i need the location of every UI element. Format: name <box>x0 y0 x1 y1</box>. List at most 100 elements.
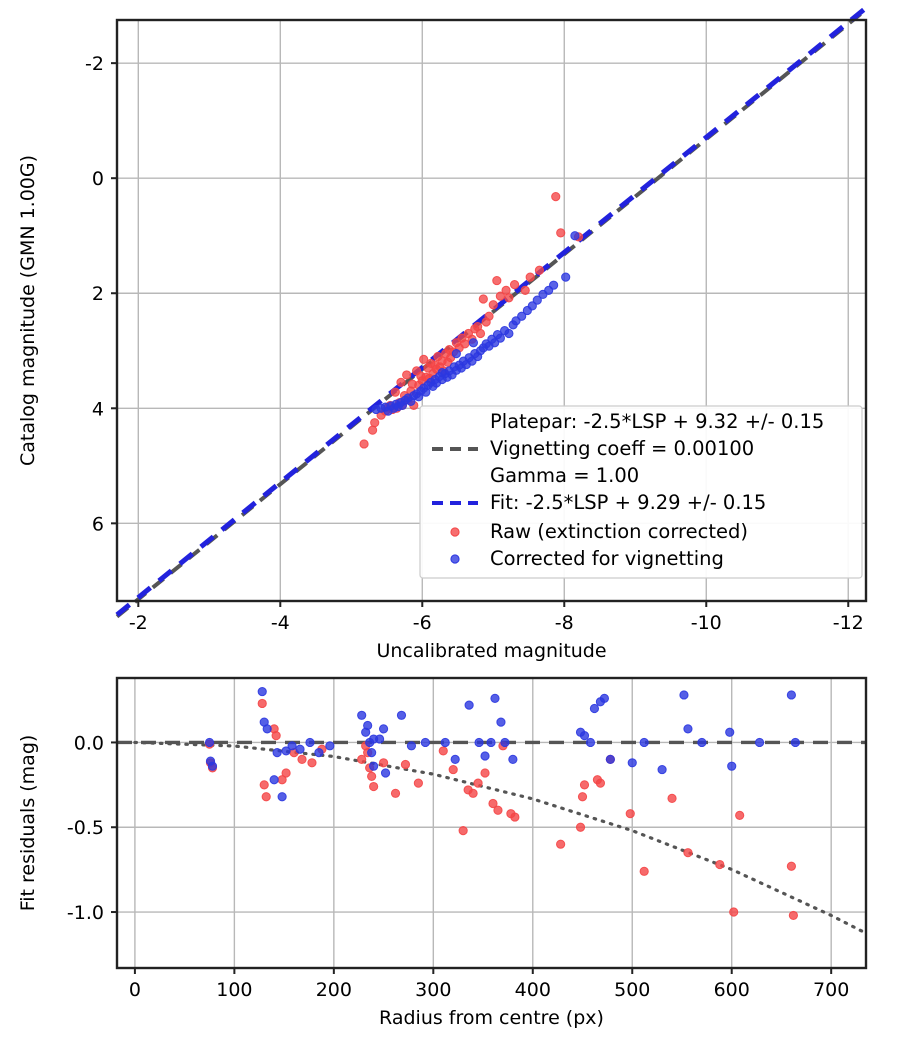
data-point <box>729 907 739 917</box>
data-point <box>697 737 707 748</box>
y-tick-label: -2 <box>85 53 104 75</box>
data-point <box>683 724 693 734</box>
data-point <box>307 758 317 768</box>
data-point <box>667 793 677 804</box>
data-point <box>204 737 215 748</box>
data-point <box>277 792 287 802</box>
x-tick-label: -10 <box>691 612 722 634</box>
data-point <box>527 301 537 311</box>
scatter-series-raw <box>359 192 584 449</box>
data-point <box>378 724 389 734</box>
x-tick-label: 200 <box>316 979 352 1001</box>
data-point <box>359 439 369 449</box>
data-point <box>287 741 297 751</box>
data-point <box>367 425 378 435</box>
scatter-series-corrected <box>371 231 580 416</box>
bottom-panel-background <box>117 678 866 968</box>
data-point <box>390 387 400 397</box>
data-point <box>585 737 596 748</box>
data-point <box>419 354 429 364</box>
data-point <box>464 700 474 710</box>
data-point <box>380 768 391 778</box>
top-panel-legend: Platepar: -2.5*LSP + 9.32 +/- 0.15 Vignet… <box>419 405 863 579</box>
data-point <box>314 748 324 758</box>
legend-entry[interactable]: Fit: -2.5*LSP + 9.29 +/- 0.15 <box>432 491 766 514</box>
x-tick-label: 300 <box>415 979 451 1001</box>
data-point <box>556 839 566 849</box>
y-tick-label: 0.0 <box>74 732 104 754</box>
data-point <box>501 285 511 295</box>
legend-label: Platepar: -2.5*LSP + 9.32 +/- 0.15 <box>490 410 824 433</box>
bottom-panel-axes: 0 100 200 300 400 500 600 700 0.0 -0.5 -1.0 <box>67 676 868 1001</box>
data-point <box>451 349 461 359</box>
legend-label: Fit: -2.5*LSP + 9.29 +/- 0.15 <box>490 491 766 514</box>
data-point <box>627 758 637 768</box>
legend-label: Gamma = 1.00 <box>490 464 639 487</box>
data-point <box>396 710 407 720</box>
data-point <box>577 792 588 802</box>
data-point <box>599 693 609 703</box>
data-point <box>715 859 725 870</box>
x-tick-label: -6 <box>413 612 432 634</box>
data-point <box>261 792 271 802</box>
data-point <box>679 690 689 700</box>
data-point <box>369 781 379 792</box>
data-point <box>595 778 606 788</box>
data-point <box>532 295 542 305</box>
data-point <box>504 293 514 303</box>
data-point <box>534 265 545 275</box>
data-point <box>262 724 272 734</box>
data-point <box>493 805 503 815</box>
legend-entry[interactable]: Raw (extinction corrected) <box>450 520 748 543</box>
data-point <box>786 861 796 871</box>
legend-label: Corrected for vignetting <box>490 547 724 570</box>
legend-entry[interactable]: Corrected for vignetting <box>450 547 724 570</box>
legend-marker-swatch <box>450 554 460 564</box>
data-point <box>357 754 367 765</box>
data-point <box>488 798 498 809</box>
data-point <box>480 751 490 761</box>
data-point <box>790 737 800 748</box>
data-point <box>281 746 291 756</box>
legend-entry[interactable]: Gamma = 1.00 <box>490 464 639 487</box>
legend-label: Raw (extinction corrected) <box>490 520 748 543</box>
data-point <box>396 377 406 388</box>
data-point <box>400 759 411 770</box>
data-point <box>625 809 635 819</box>
data-point <box>575 822 586 832</box>
data-point <box>269 775 279 785</box>
data-point <box>754 737 765 748</box>
data-point <box>458 826 468 836</box>
data-point <box>517 311 527 321</box>
data-point <box>508 754 518 765</box>
legend-label: Vignetting coeff = 0.00100 <box>490 437 754 460</box>
data-point <box>325 741 335 751</box>
data-point <box>406 741 417 751</box>
data-point <box>589 703 600 714</box>
data-point <box>579 731 590 741</box>
legend-entry[interactable]: Platepar: -2.5*LSP + 9.32 +/- 0.15 <box>490 410 824 433</box>
data-point <box>259 780 269 790</box>
data-point <box>271 731 281 741</box>
data-point <box>525 272 535 282</box>
data-point <box>257 686 267 697</box>
data-point <box>570 231 580 241</box>
x-tick-label: 0 <box>129 979 141 1001</box>
top-panel-xlabel: Uncalibrated magnitude <box>376 640 606 662</box>
data-point <box>579 780 590 790</box>
y-tick-label: 0 <box>92 168 104 190</box>
legend-entry[interactable]: Vignetting coeff = 0.00100 <box>432 437 754 460</box>
data-point <box>551 192 561 202</box>
legend-marker-swatch <box>450 527 460 537</box>
data-point <box>495 333 505 343</box>
x-tick-label: -4 <box>271 612 290 634</box>
x-tick-label: 700 <box>813 979 849 1001</box>
data-point <box>474 737 484 748</box>
data-point <box>488 300 498 310</box>
bottom-panel-xlabel: Radius from centre (px) <box>379 1007 604 1029</box>
data-point <box>272 748 282 758</box>
data-point <box>468 788 478 798</box>
data-point <box>402 370 412 380</box>
data-point <box>486 737 496 748</box>
